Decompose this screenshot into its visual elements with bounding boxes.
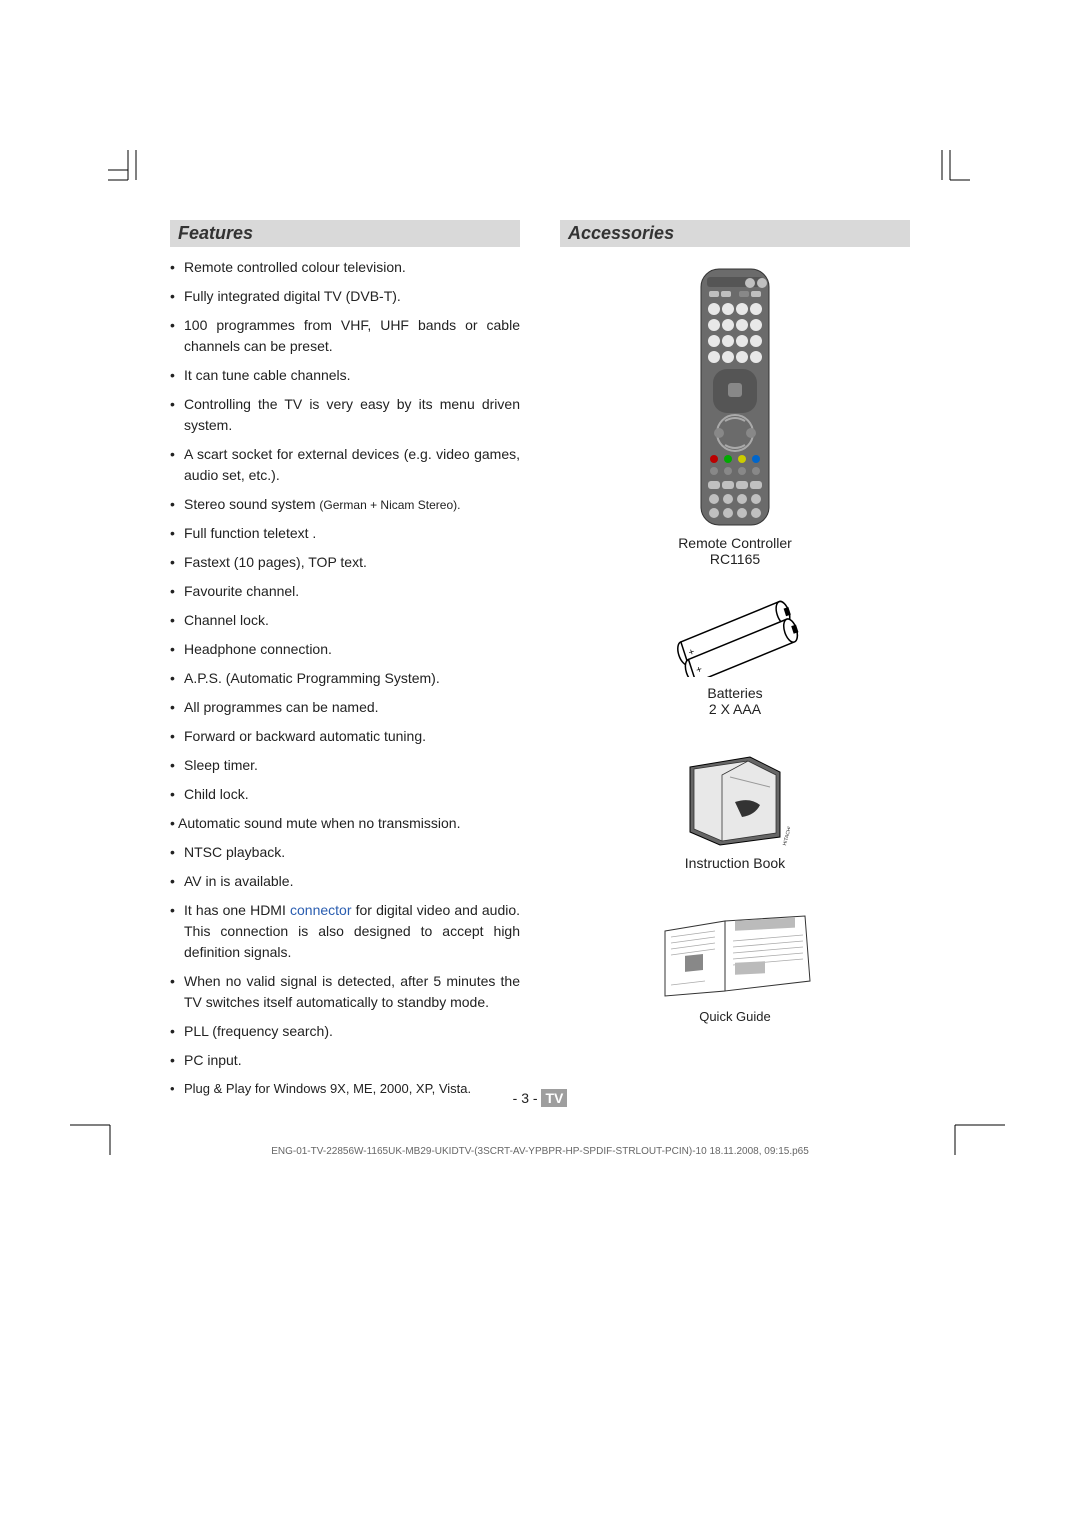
page-number-text: - 3 - bbox=[513, 1090, 538, 1106]
page-footer: - 3 - TV ENG-01-TV-22856W-1165UK-MB29-UK… bbox=[0, 1090, 1080, 1157]
feature-item: Fully integrated digital TV (DVB-T). bbox=[170, 286, 520, 307]
feature-item: NTSC playback. bbox=[170, 842, 520, 863]
remote-icon bbox=[695, 267, 775, 527]
feature-item: Remote controlled colour television. bbox=[170, 257, 520, 278]
features-column: Features Remote controlled colour televi… bbox=[170, 220, 520, 1107]
feature-item: Child lock. bbox=[170, 784, 520, 805]
feature-item: 100 programmes from VHF, UHF bands or ca… bbox=[170, 315, 520, 357]
hdmi-connector-link: connector bbox=[290, 902, 351, 918]
remote-label: Remote Controller bbox=[560, 535, 910, 551]
accessories-heading: Accessories bbox=[560, 220, 910, 247]
feature-item: Forward or backward automatic tuning. bbox=[170, 726, 520, 747]
feature-item: PLL (frequency search). bbox=[170, 1021, 520, 1042]
feature-item: It has one HDMI connector for digital vi… bbox=[170, 900, 520, 963]
guide-label: Quick Guide bbox=[560, 1009, 910, 1024]
book-label: Instruction Book bbox=[560, 855, 910, 871]
footer-filepath: ENG-01-TV-22856W-1165UK-MB29-UKIDTV-(3SC… bbox=[0, 1146, 1080, 1157]
feature-text: Stereo sound system bbox=[184, 496, 316, 512]
feature-item: Automatic sound mute when no transmissio… bbox=[170, 813, 520, 834]
page-content: Features Remote controlled colour televi… bbox=[170, 220, 910, 1107]
feature-item: Fastext (10 pages), TOP text. bbox=[170, 552, 520, 573]
crop-mark-tr bbox=[930, 150, 970, 190]
feature-item: Channel lock. bbox=[170, 610, 520, 631]
accessories-column: Accessories bbox=[560, 220, 910, 1107]
accessory-book: HITACHI Instruction Book bbox=[560, 747, 910, 871]
feature-item: When no valid signal is detected, after … bbox=[170, 971, 520, 1013]
feature-item: Stereo sound system (German + Nicam Ster… bbox=[170, 494, 520, 515]
batteries-label: Batteries bbox=[560, 685, 910, 701]
feature-item: AV in is available. bbox=[170, 871, 520, 892]
feature-item: Sleep timer. bbox=[170, 755, 520, 776]
feature-item: Controlling the TV is very easy by its m… bbox=[170, 394, 520, 436]
feature-item: Full function teletext . bbox=[170, 523, 520, 544]
feature-item: Headphone connection. bbox=[170, 639, 520, 660]
batteries-icon: + + bbox=[660, 597, 810, 677]
feature-subtext: (German + Nicam Stereo). bbox=[319, 498, 460, 512]
svg-text:HITACHI: HITACHI bbox=[782, 826, 790, 847]
feature-item: A.P.S. (Automatic Programming System). bbox=[170, 668, 520, 689]
feature-item: PC input. bbox=[170, 1050, 520, 1071]
feature-text: It has one HDMI bbox=[184, 902, 286, 918]
page-number: - 3 - TV bbox=[0, 1090, 1080, 1106]
features-heading: Features bbox=[170, 220, 520, 247]
guide-icon bbox=[655, 901, 815, 1001]
feature-item: Favourite channel. bbox=[170, 581, 520, 602]
accessory-batteries: + + Batteries 2 X AAA bbox=[560, 597, 910, 717]
features-list: Remote controlled colour television. Ful… bbox=[170, 257, 520, 1099]
feature-item: All programmes can be named. bbox=[170, 697, 520, 718]
feature-item: A scart socket for external devices (e.g… bbox=[170, 444, 520, 486]
batteries-qty: 2 X AAA bbox=[560, 701, 910, 717]
tv-badge: TV bbox=[541, 1089, 567, 1107]
accessory-guide: Quick Guide bbox=[560, 901, 910, 1024]
crop-mark-tl bbox=[108, 150, 148, 190]
accessory-remote: Remote Controller RC1165 bbox=[560, 267, 910, 567]
remote-model: RC1165 bbox=[560, 551, 910, 567]
book-icon: HITACHI bbox=[680, 747, 790, 847]
feature-item: It can tune cable channels. bbox=[170, 365, 520, 386]
